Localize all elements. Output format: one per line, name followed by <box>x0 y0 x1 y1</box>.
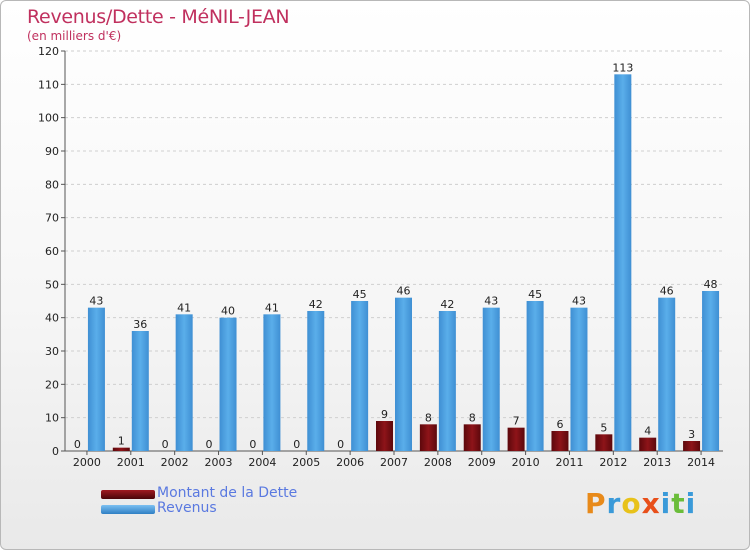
y-tick-label: 60 <box>45 245 59 258</box>
bar-revenus <box>482 307 500 451</box>
data-label-revenus: 113 <box>612 61 633 74</box>
legend-swatch-dette <box>101 490 155 499</box>
proxiti-logo: Proxiti <box>585 487 696 520</box>
y-tick-label: 40 <box>45 312 59 325</box>
bar-chart: 0102030405060708090100110120200004320011… <box>38 45 723 469</box>
bar-revenus <box>570 307 588 451</box>
data-label-dette: 1 <box>118 435 125 448</box>
x-tick-label: 2006 <box>336 456 364 469</box>
logo-letter: o <box>621 487 642 520</box>
bar-revenus <box>131 331 149 451</box>
x-tick-label: 2001 <box>117 456 145 469</box>
x-tick-label: 2013 <box>643 456 671 469</box>
bar-revenus <box>614 74 632 451</box>
x-tick-label: 2008 <box>424 456 452 469</box>
data-label-dette: 0 <box>293 438 300 451</box>
logo-letter: x <box>641 487 661 520</box>
x-tick-label: 2005 <box>292 456 320 469</box>
bar-dette <box>639 437 657 451</box>
data-label-dette: 3 <box>688 428 695 441</box>
data-label-dette: 0 <box>337 438 344 451</box>
data-label-revenus: 45 <box>353 288 367 301</box>
data-label-revenus: 41 <box>177 301 191 314</box>
data-label-dette: 0 <box>74 438 81 451</box>
x-tick-label: 2011 <box>555 456 583 469</box>
x-tick-label: 2009 <box>468 456 496 469</box>
legend-swatch-revenus <box>101 505 155 514</box>
data-label-dette: 0 <box>206 438 213 451</box>
x-tick-label: 2000 <box>73 456 101 469</box>
data-label-revenus: 42 <box>309 298 323 311</box>
x-tick-label: 2010 <box>512 456 540 469</box>
logo-letter: t <box>671 487 686 520</box>
x-tick-label: 2002 <box>161 456 189 469</box>
bar-dette <box>376 421 393 451</box>
data-label-dette: 8 <box>425 411 432 424</box>
data-label-revenus: 36 <box>133 318 147 331</box>
data-label-dette: 7 <box>513 415 520 428</box>
bar-dette <box>463 424 481 451</box>
bar-revenus <box>263 314 281 451</box>
y-tick-label: 110 <box>38 78 59 91</box>
x-tick-label: 2003 <box>205 456 233 469</box>
bar-revenus <box>175 314 193 451</box>
legend-label-dette: Montant de la Dette <box>157 485 298 501</box>
x-tick-label: 2007 <box>380 456 408 469</box>
data-label-revenus: 45 <box>528 288 542 301</box>
data-label-revenus: 40 <box>221 305 235 318</box>
bar-dette <box>595 434 613 451</box>
data-label-revenus: 43 <box>89 295 103 308</box>
chart-subtitle: (en milliers d'€) <box>27 29 122 43</box>
data-label-dette: 6 <box>556 418 563 431</box>
y-tick-label: 10 <box>45 412 59 425</box>
logo-letter: r <box>606 487 622 520</box>
chart-title: Revenus/Dette - MéNIL-JEAN <box>27 6 290 28</box>
y-tick-label: 70 <box>45 212 59 225</box>
bar-revenus <box>658 297 676 451</box>
bar-dette <box>683 441 701 451</box>
data-label-revenus: 43 <box>572 295 586 308</box>
data-label-dette: 9 <box>381 408 388 421</box>
y-tick-label: 0 <box>52 445 59 458</box>
logo-letter: i <box>660 487 672 520</box>
bar-dette <box>112 447 130 451</box>
logo-letter: i <box>685 487 697 520</box>
data-label-dette: 8 <box>469 411 476 424</box>
data-label-revenus: 42 <box>440 298 454 311</box>
x-tick-label: 2012 <box>599 456 627 469</box>
legend-label-revenus: Revenus <box>157 500 217 516</box>
bar-revenus <box>351 301 369 451</box>
data-label-revenus: 48 <box>704 278 718 291</box>
data-label-dette: 0 <box>249 438 256 451</box>
bar-revenus <box>87 307 105 451</box>
bar-dette <box>551 431 569 451</box>
data-label-dette: 4 <box>644 425 651 438</box>
data-label-revenus: 46 <box>397 285 411 298</box>
y-tick-label: 30 <box>45 345 59 358</box>
bar-revenus <box>438 311 456 451</box>
x-tick-label: 2004 <box>248 456 276 469</box>
y-tick-label: 90 <box>45 145 59 158</box>
y-tick-label: 100 <box>38 112 59 125</box>
bar-revenus <box>702 291 720 451</box>
bar-dette <box>507 427 525 451</box>
y-tick-label: 50 <box>45 278 59 291</box>
data-label-revenus: 46 <box>660 285 674 298</box>
y-tick-label: 20 <box>45 378 59 391</box>
bar-revenus <box>307 311 325 451</box>
y-tick-label: 120 <box>38 45 59 58</box>
bar-revenus <box>219 317 237 451</box>
data-label-dette: 0 <box>162 438 169 451</box>
bar-revenus <box>526 301 544 451</box>
data-label-revenus: 43 <box>484 295 498 308</box>
data-label-dette: 5 <box>600 421 607 434</box>
bar-dette <box>419 424 437 451</box>
y-tick-label: 80 <box>45 178 59 191</box>
bar-revenus <box>395 297 412 451</box>
data-label-revenus: 41 <box>265 301 279 314</box>
x-tick-label: 2014 <box>687 456 715 469</box>
logo-letter: P <box>585 487 607 520</box>
